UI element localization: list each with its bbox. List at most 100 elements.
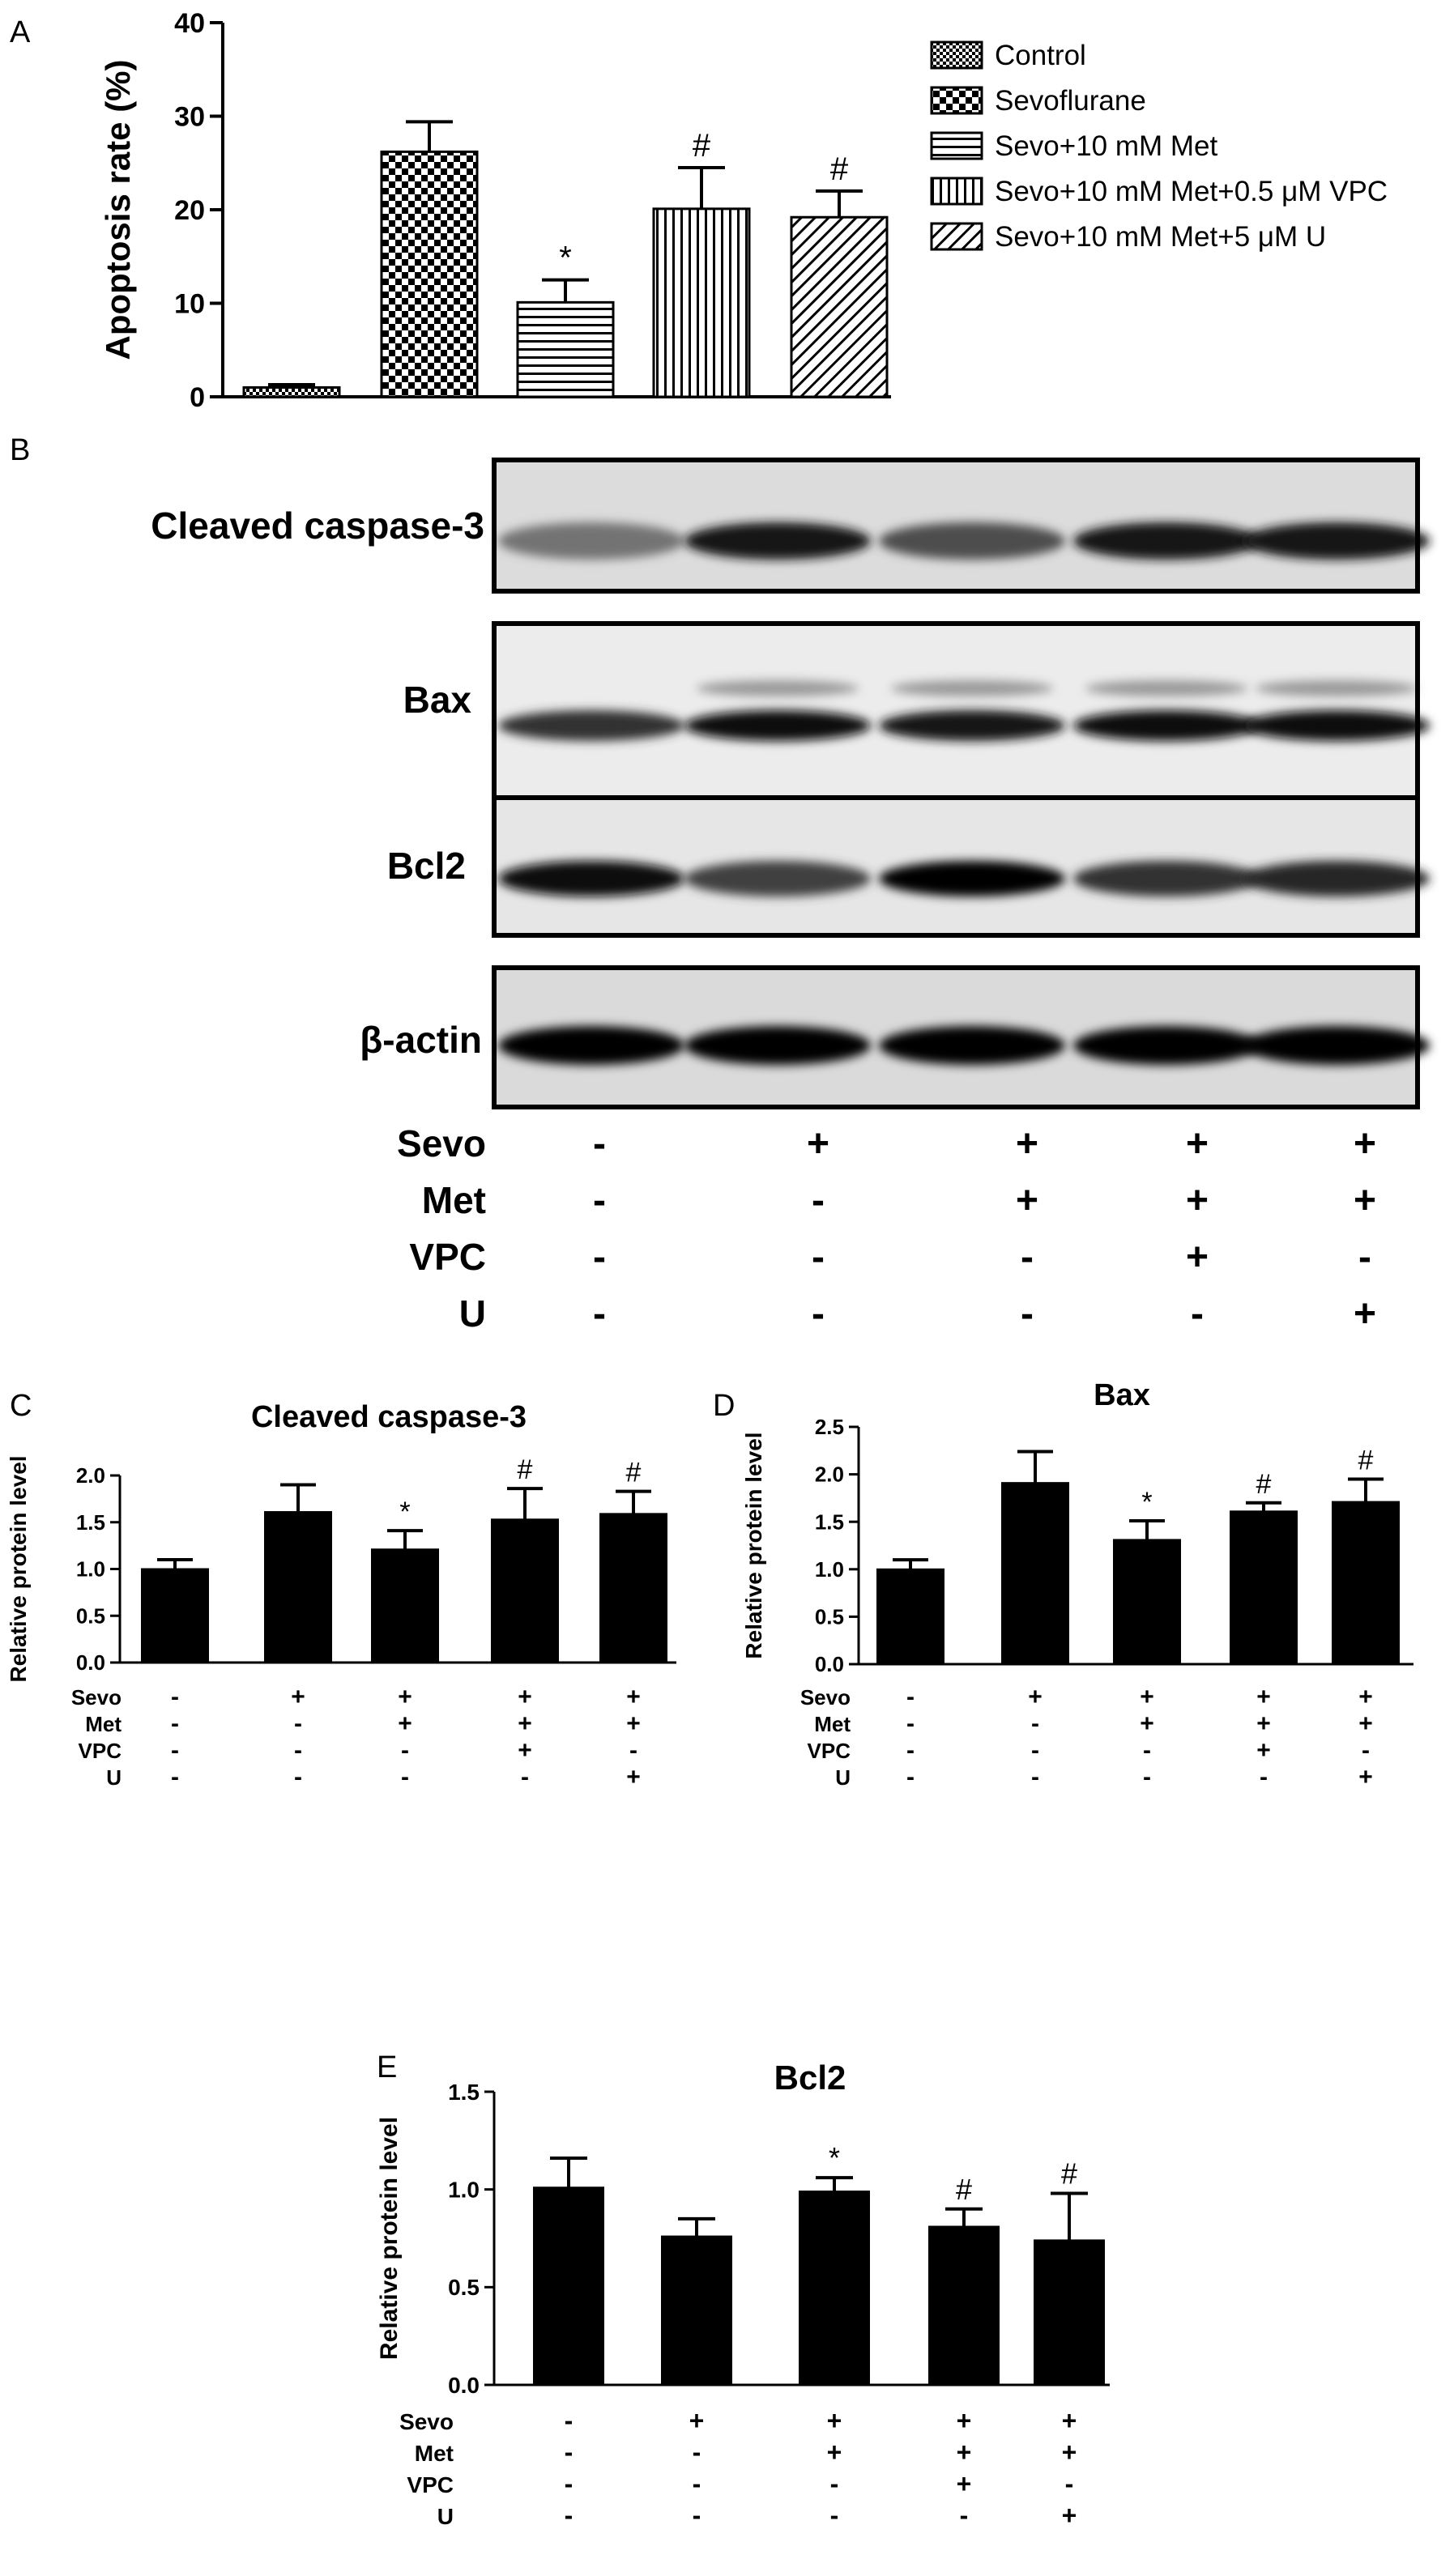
treatment-sign: - [565,2501,573,2530]
treatment-sign: + [626,1710,641,1737]
treatment-sign: + [518,1684,532,1710]
blot-band [879,522,1065,560]
significance-marker: # [830,151,849,187]
bar [599,1513,667,1663]
treatment-sign: - [812,1179,825,1222]
treatment-sign: + [1016,1122,1038,1165]
treatment-sign: + [398,1684,412,1710]
treatment-table-e: Sevo - + + + +Met - - + + +VPC - - - + -U - - - - + [399,2406,1077,2530]
treatment-sign: - [812,1236,825,1279]
treatment-sign: - [565,2406,573,2435]
significance-marker: # [956,2173,972,2206]
blot-band [879,710,1065,741]
blot-band [1256,680,1418,696]
blot-band [498,861,684,896]
treatment-label: Sevo [399,2409,454,2434]
treatment-label: Sevo [800,1685,851,1710]
treatment-sign: + [1186,1122,1209,1165]
treatment-sign: - [401,1764,409,1790]
significance-marker: # [1061,2157,1077,2190]
treatment-sign: + [398,1710,412,1737]
bar [380,150,479,398]
treatment-sign: - [629,1737,637,1764]
treatment-sign: - [906,1710,915,1737]
panel-letter-e: E [377,2050,397,2084]
y-tick-label: 20 [174,195,205,226]
bar [799,2191,870,2387]
treatment-sign: + [1354,1122,1376,1165]
treatment-sign: - [521,1764,529,1790]
treatment-table-b: Sevo - + + + + Met - - + + + VPC - - - + - U - - - - + [397,1122,1376,1335]
treatment-sign: - [693,2469,701,2498]
bar [661,2235,732,2386]
y-tick-label: 2.5 [815,1415,844,1439]
y-axis-label: Relative protein level [6,1455,31,1682]
blot-band [498,710,684,741]
significance-marker: * [399,1497,410,1527]
legend-swatch [930,40,983,70]
bar [876,1568,944,1666]
significance-marker: # [1256,1469,1272,1500]
blot-band [1243,1026,1430,1065]
treatment-sign: - [171,1710,179,1737]
blot-band [1073,861,1260,896]
y-tick-label: 0.5 [76,1603,105,1628]
legend-entry: Sevoflurane [995,85,1146,117]
treatment-sign: + [518,1737,532,1764]
legend-entry: Sevo+10 mM Met+5 μM U [995,221,1326,253]
bar [790,215,889,398]
chart-legend: Control Sevoflurane Sevo+10 mM Met Sevo+10 … [930,40,1388,253]
significance-marker: # [693,128,711,164]
bar [1034,2239,1105,2386]
significance-marker: # [1358,1445,1374,1475]
significance-marker: * [829,2141,840,2174]
treatment-sign: - [1260,1764,1268,1790]
treatment-sign: - [1031,1710,1039,1737]
legend-swatch [930,131,983,160]
treatment-sign: - [1021,1236,1034,1279]
treatment-sign: - [565,2438,573,2467]
bar [264,1511,332,1664]
treatment-sign: + [1140,1710,1154,1737]
chart-panel-d: 0.0 0.5 1.0 1.5 2.0 2.5 Relative protein level… [741,1378,1413,1676]
treatment-sign: + [1354,1179,1376,1222]
treatment-sign: - [906,1684,915,1710]
blot-frame [492,458,1420,594]
significance-marker: * [559,241,572,276]
y-tick-label: 1.5 [448,2080,480,2105]
treatment-label: U [459,1292,486,1335]
treatment-sign: - [593,1292,606,1335]
significance-marker: # [626,1458,642,1488]
treatment-sign: - [401,1737,409,1764]
treatment-sign: - [294,1710,302,1737]
significance-marker: # [518,1454,533,1485]
blot-band [879,861,1065,896]
treatment-label: Sevo [71,1685,122,1710]
blot-band [879,1026,1065,1065]
legend-entry: Sevo+10 mM Met+0.5 μM VPC [995,176,1388,207]
blot-band [1073,710,1260,741]
treatment-label: Met [422,1179,486,1221]
treatment-label: VPC [79,1739,122,1763]
panel-letter-a: A [10,15,31,49]
treatment-sign: + [1062,2501,1077,2530]
treatment-sign: - [693,2501,701,2530]
blot-band [1073,1026,1260,1065]
bar [928,2225,1000,2387]
bar [1230,1510,1298,1665]
treatment-sign: - [593,1236,606,1279]
chart-title: Bcl2 [774,2059,846,2097]
y-tick-label: 0.0 [76,1650,105,1675]
treatment-label: Met [814,1712,851,1736]
treatment-label: VPC [808,1739,851,1763]
treatment-label: U [106,1765,122,1790]
y-tick-label: 2.0 [815,1463,844,1487]
chart-panel-a: 0 10 20 30 40 Apoptosis rate (%) * # # [99,8,891,413]
chart-title: Bax [1094,1378,1150,1412]
treatment-sign: - [1065,2469,1074,2498]
blot-band [498,1026,684,1065]
y-tick-label: 10 [174,288,205,319]
bar [1113,1539,1181,1666]
treatment-sign: + [807,1122,829,1165]
treatment-sign: - [565,2469,573,2498]
